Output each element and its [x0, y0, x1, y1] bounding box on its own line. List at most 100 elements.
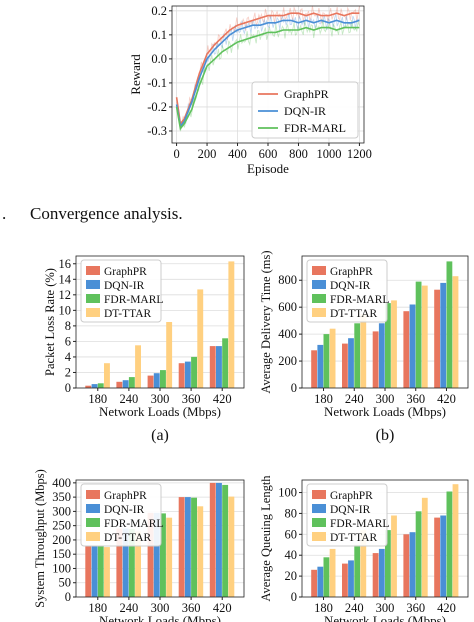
bar-0-2: [147, 375, 154, 388]
legend-swatch-3: [86, 532, 100, 541]
bar-0-3: [178, 363, 185, 388]
bar-2-2: [160, 370, 166, 388]
y-tick-label-3: 150: [52, 547, 71, 561]
series-line-2: [175, 26, 360, 131]
y-tick-label-0: 0: [291, 381, 297, 395]
bar-3-4: [228, 261, 235, 388]
bar-3-2: [391, 515, 397, 597]
y-tick-label-2: 400: [278, 327, 297, 341]
x-tick-label-4: 800: [289, 147, 308, 161]
x-axis-label: Network Loads (Mbps): [99, 613, 221, 622]
x-tick-label-3: 600: [259, 147, 278, 161]
y-tick-label-0: 0: [65, 590, 71, 604]
bar-2-0: [97, 545, 104, 597]
x-tick-label-2: 300: [151, 601, 170, 615]
bar-1-3: [184, 361, 191, 388]
y-tick-label-2: 100: [52, 561, 71, 575]
legend-label-1: DQN-IR: [330, 280, 371, 292]
bar-1-2: [153, 512, 160, 597]
legend-label-1: DQN-IR: [104, 280, 145, 292]
series-line-0: [175, 12, 360, 126]
x-tick-label-0: 180: [88, 392, 107, 406]
bar-0-3: [403, 534, 410, 597]
legend-swatch-0: [86, 266, 100, 275]
legend-label-0: GraphPR: [104, 266, 147, 278]
bar-1-3: [409, 532, 416, 597]
legend-swatch-3: [312, 308, 326, 317]
legend-swatch-0: [312, 266, 326, 275]
x-tick-label-3: 360: [182, 601, 201, 615]
bar-1-0: [317, 344, 324, 388]
bar-2-0: [323, 334, 330, 388]
legend-label-1: DQN-IR: [104, 504, 145, 516]
legend-box: [80, 483, 162, 547]
legend: GraphPR DQN-IR FDR-MARL DT-TTAR: [80, 259, 163, 323]
panel-label: (a): [151, 427, 169, 444]
y-tick-label-4: 8: [65, 319, 71, 333]
bar-1-3: [184, 497, 191, 597]
x-axis-label: Episode: [247, 161, 289, 176]
bar-3-0: [104, 547, 110, 597]
y-tick-label-2: -0.1: [147, 76, 167, 90]
bar-3-0: [104, 363, 110, 388]
bar-1-4: [216, 346, 222, 388]
x-tick-label-4: 420: [437, 601, 456, 615]
legend-label-2: FDR-MARL: [104, 294, 163, 306]
y-tick-label-2: 40: [285, 548, 298, 562]
legend-label-0: GraphPR: [104, 490, 147, 502]
bar-0-2: [147, 512, 154, 597]
y-tick-label-1: -0.2: [147, 100, 167, 114]
y-axis-label: Average Queuing Length: [259, 475, 273, 602]
bar-3-4: [452, 484, 459, 597]
y-tick-label-4: 0.1: [151, 28, 167, 42]
y-tick-label-3: 0.0: [151, 52, 167, 66]
chart-b: 180 240 300 360 420 0 200 400 600 800 Network Load…: [259, 250, 469, 444]
legend: GraphPR DQN-IR FDR-MARL DT-TTAR: [80, 483, 163, 547]
legend-swatch-1: [312, 504, 326, 513]
bar-0-1: [342, 563, 348, 597]
y-tick-label-0: -0.3: [147, 124, 167, 138]
legend-swatch-3: [86, 308, 100, 317]
legend-label-3: DT-TTAR: [104, 308, 152, 320]
x-tick-label-0: 180: [88, 601, 107, 615]
x-tick-label-3: 360: [182, 392, 201, 406]
legend-label-0: GraphPR: [330, 266, 373, 278]
legend-label-2: FDR-MARL: [330, 294, 389, 306]
x-tick-label-4: 420: [213, 601, 232, 615]
x-tick-label-0: 180: [314, 601, 333, 615]
y-tick-label-2: 4: [65, 350, 72, 364]
bar-2-1: [354, 323, 361, 388]
y-axis-label: Packet Loss Rate (%): [43, 268, 57, 376]
y-tick-label-4: 800: [278, 273, 297, 287]
y-tick-label-8: 16: [59, 257, 72, 271]
bar-0-2: [372, 553, 379, 597]
y-tick-label-0: 0: [65, 381, 71, 395]
bar-2-4: [222, 484, 229, 597]
bar-1-1: [122, 380, 129, 388]
legend-label-1: DQN-IR: [330, 504, 371, 516]
legend-swatch-0: [312, 490, 326, 499]
bar-3-2: [391, 300, 397, 388]
y-tick-label-0: 0: [291, 590, 297, 604]
bar-1-0: [91, 384, 98, 388]
bar-3-1: [135, 531, 141, 597]
x-tick-label-4: 420: [213, 392, 232, 406]
bar-2-4: [222, 338, 229, 388]
y-tick-label-4: 80: [285, 506, 298, 520]
x-tick-label-0: 0: [173, 147, 179, 161]
bar-1-0: [317, 566, 324, 597]
bar-3-3: [197, 289, 204, 388]
bar-2-3: [415, 281, 422, 388]
x-axis-label: Network Loads (Mbps): [99, 404, 221, 419]
bar-2-3: [415, 511, 422, 597]
bar-2-0: [97, 383, 104, 388]
x-tick-label-1: 240: [120, 392, 139, 406]
legend-swatch-3: [312, 532, 326, 541]
bar-0-0: [85, 545, 92, 597]
bar-3-0: [329, 328, 336, 388]
legend-label-3: DT-TTAR: [330, 308, 378, 320]
x-tick-label-1: 240: [345, 601, 364, 615]
legend: GraphPR DQN-IR FDR-MARL DT-TTAR: [306, 259, 389, 323]
bar-0-0: [85, 385, 92, 388]
